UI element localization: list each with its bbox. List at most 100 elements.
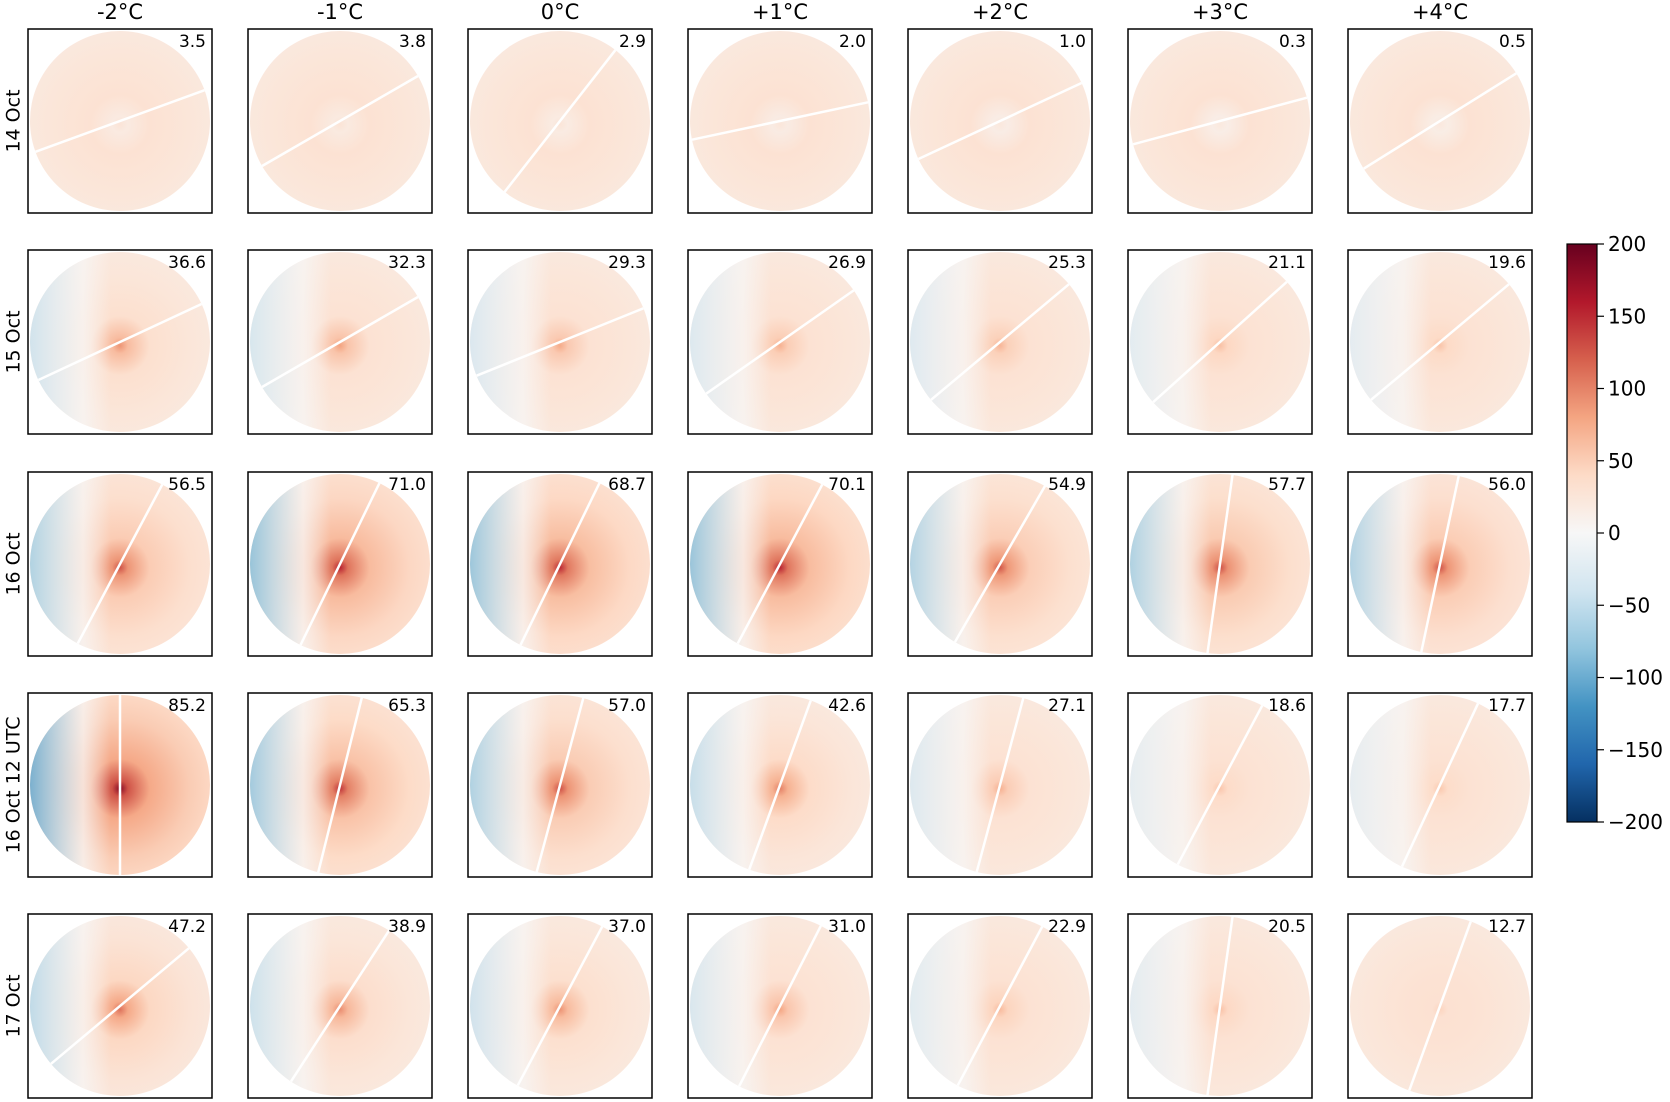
panel-frame [1127, 913, 1313, 1099]
cross-section-line [516, 925, 604, 1087]
cross-section-line [956, 925, 1044, 1087]
cross-section-line [705, 289, 855, 395]
panel-frame [687, 471, 873, 657]
panel-frame [27, 471, 213, 657]
cross-section-line [476, 307, 644, 377]
panel: 27.1 [907, 692, 1093, 878]
colorbar-tick-label: 200 [1608, 232, 1646, 256]
colorbar-tick-label: 50 [1608, 449, 1633, 473]
panel-frame [1347, 692, 1533, 878]
panel-value-label: 85.2 [168, 696, 206, 716]
panel: 38.9 [247, 913, 433, 1099]
panel-frame [247, 249, 433, 435]
panel-frame [247, 692, 433, 878]
panel: 85.2 [27, 692, 213, 878]
row-label: 16 Oct [3, 532, 25, 595]
panel-frame [1347, 471, 1533, 657]
cross-section-line [519, 482, 601, 646]
cross-section-line [317, 697, 363, 873]
colorbar: 200 150 100 50 0 −50 −100 −150 −200 [1566, 232, 1663, 834]
cross-section-line [975, 697, 1025, 873]
panel-frame [687, 249, 873, 435]
panel-value-label: 2.0 [839, 32, 866, 52]
panel-value-label: 0.3 [1279, 32, 1306, 52]
panel-value-label: 20.5 [1268, 917, 1306, 937]
cross-section-line [535, 697, 585, 873]
panel: 18.6 [1127, 692, 1313, 878]
panel-value-label: 71.0 [388, 475, 426, 495]
cross-section-line [1206, 474, 1234, 654]
colorbar-tick-label: 150 [1608, 304, 1646, 328]
panel-frame [1127, 28, 1313, 214]
panel: 2.9 [467, 28, 653, 214]
cross-section-line [37, 302, 203, 382]
cross-section-line [50, 947, 190, 1065]
row-label: 17 Oct [3, 974, 25, 1037]
panel-value-label: 36.6 [168, 253, 206, 273]
panel: 26.9 [687, 249, 873, 435]
column-header: -2°C [97, 0, 143, 24]
row-label: 16 Oct 12 UTC [3, 717, 25, 854]
cross-section-line [1370, 283, 1510, 401]
panel: 57.0 [467, 692, 653, 878]
column-header: +1°C [752, 0, 808, 24]
panel-value-label: 22.9 [1048, 917, 1086, 937]
panel-frame [907, 692, 1093, 878]
panel-frame [687, 28, 873, 214]
panel-value-label: 38.9 [388, 917, 426, 937]
panel-frame [1347, 28, 1533, 214]
panel-frame [687, 913, 873, 1099]
panel-value-label: 12.7 [1488, 917, 1526, 937]
cross-section-line [1152, 280, 1288, 404]
row-label: 14 Oct [3, 89, 25, 152]
panel-frame [1127, 249, 1313, 435]
cross-section-line [289, 929, 391, 1083]
cross-section-line [1420, 475, 1460, 653]
panel: 42.6 [687, 692, 873, 878]
cross-section-line [261, 295, 419, 389]
cross-section-line [736, 483, 824, 645]
panel-value-label: 42.6 [828, 696, 866, 716]
colorbar-tick-label: 100 [1608, 377, 1646, 401]
panel: 32.3 [247, 249, 433, 435]
panel: 47.2 [27, 913, 213, 1099]
panel: 21.1 [1127, 249, 1313, 435]
panel-frame [467, 913, 653, 1099]
panel-frame [1127, 692, 1313, 878]
cross-section-line [76, 483, 164, 645]
cross-section-line [1400, 702, 1480, 868]
panel: 3.8 [247, 28, 433, 214]
colorbar-tick-label: 0 [1608, 521, 1621, 545]
panel-frame [1127, 471, 1313, 657]
column-header: +3°C [1192, 0, 1248, 24]
panel-value-label: 25.3 [1048, 253, 1086, 273]
panel: 17.7 [1347, 692, 1533, 878]
panel-value-label: 32.3 [388, 253, 426, 273]
panel-value-label: 2.9 [619, 32, 646, 52]
colorbar-tick-label: −50 [1608, 593, 1650, 617]
panel-frame [907, 28, 1093, 214]
panel-value-label: 3.5 [179, 32, 206, 52]
panel: 56.5 [27, 471, 213, 657]
panel-value-label: 29.3 [608, 253, 646, 273]
panel: 20.5 [1127, 913, 1313, 1099]
panel-frame [27, 249, 213, 435]
panel: 0.3 [1127, 28, 1313, 214]
panel-value-label: 37.0 [608, 917, 646, 937]
panel: 57.7 [1127, 471, 1313, 657]
cross-section-line [953, 485, 1047, 643]
cross-section-line [35, 89, 205, 153]
cross-section-line [930, 283, 1070, 401]
cross-section-line [1206, 916, 1234, 1096]
panel-value-label: 17.7 [1488, 696, 1526, 716]
column-header: 0°C [541, 0, 580, 24]
colorbar-tick-label: −100 [1608, 666, 1663, 690]
panel-value-label: 70.1 [828, 475, 866, 495]
panel: 65.3 [247, 692, 433, 878]
panel-value-label: 54.9 [1048, 475, 1086, 495]
panel-value-label: 0.5 [1499, 32, 1526, 52]
cross-section-line [503, 49, 617, 193]
panel-value-label: 57.0 [608, 696, 646, 716]
cross-section-line [1132, 96, 1308, 146]
panel-value-label: 68.7 [608, 475, 646, 495]
